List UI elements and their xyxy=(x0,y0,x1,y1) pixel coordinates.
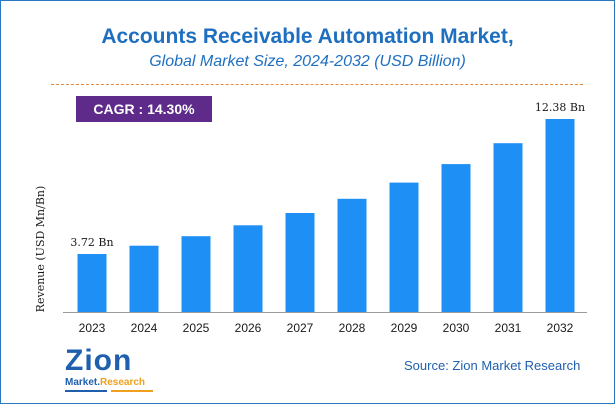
title-divider xyxy=(51,84,583,85)
x-tick-label: 2028 xyxy=(339,321,366,335)
bar-2030 xyxy=(441,164,471,312)
x-tick-label: 2030 xyxy=(443,321,470,335)
x-tick-label: 2023 xyxy=(79,321,106,335)
bar-2028 xyxy=(337,198,367,312)
bar-2024 xyxy=(129,245,159,312)
bar-2023 xyxy=(77,254,107,312)
x-tick-label: 2029 xyxy=(391,321,418,335)
bar-2025 xyxy=(181,236,211,312)
bar-2029 xyxy=(389,182,419,312)
logo-subtext: Market.Research xyxy=(65,377,146,388)
chart-title: Accounts Receivable Automation Market, xyxy=(101,25,514,48)
zion-logo: Zion Market.Research xyxy=(63,344,159,397)
x-tick-label: 2031 xyxy=(495,321,522,335)
bar-2032 xyxy=(545,119,575,312)
logo-wordmark: Zion xyxy=(65,344,133,377)
logo-underline-orange xyxy=(111,390,153,392)
data-label: 12.38 Bn xyxy=(535,101,585,114)
x-tick-label: 2027 xyxy=(287,321,314,335)
source-note: Source: Zion Market Research xyxy=(404,358,581,373)
bar-2031 xyxy=(493,143,523,312)
data-label: 3.72 Bn xyxy=(70,236,113,249)
x-tick-label: 2026 xyxy=(235,321,262,335)
chart-subtitle: Global Market Size, 2024-2032 (USD Billi… xyxy=(149,53,466,70)
x-tick-label: 2025 xyxy=(183,321,210,335)
x-tick-label: 2032 xyxy=(547,321,574,335)
bar-2026 xyxy=(233,225,263,312)
y-axis-label: Revenue (USD Mn/Bn) xyxy=(34,186,47,313)
x-tick-label: 2024 xyxy=(131,321,158,335)
cagr-value: 14.30% xyxy=(147,101,195,117)
cagr-label: CAGR : xyxy=(93,101,144,117)
cagr-badge: CAGR : 14.30% xyxy=(76,96,212,122)
bar-2027 xyxy=(285,213,315,312)
logo-underline-blue xyxy=(65,390,107,392)
